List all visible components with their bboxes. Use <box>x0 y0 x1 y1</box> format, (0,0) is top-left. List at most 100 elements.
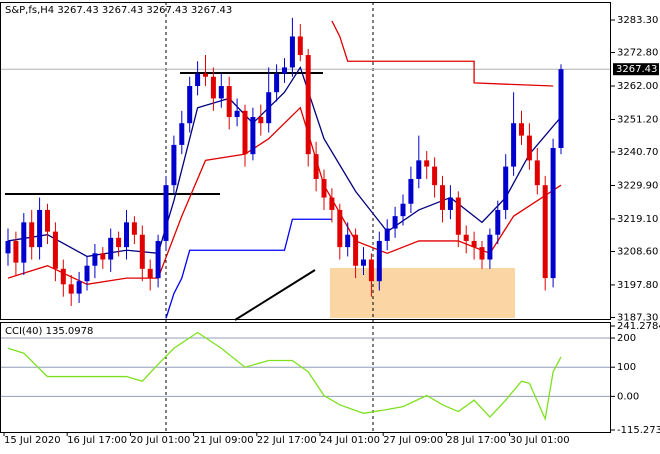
candle-body <box>384 228 390 241</box>
candle-body <box>37 209 43 248</box>
x-tick-label: 21 Jul 09:00 <box>194 435 254 446</box>
candle-body <box>76 281 82 294</box>
candle-body <box>289 36 295 68</box>
x-tick-label: 28 Jul 17:00 <box>446 435 506 446</box>
candle-body <box>116 237 122 248</box>
trend-line <box>234 269 316 321</box>
candle-body <box>479 247 485 260</box>
candle-body <box>210 76 216 99</box>
indicator-line <box>331 20 554 87</box>
candle-body <box>471 240 477 248</box>
y-tick-label: -115.2734 <box>617 425 660 436</box>
candle-body <box>361 259 366 266</box>
candle-body <box>376 240 382 282</box>
candle-body <box>242 110 248 155</box>
y-tick-label: 3187.30 <box>617 312 658 323</box>
candle-body <box>503 166 509 210</box>
zone-rectangle <box>330 268 515 318</box>
y-tick-label: 3251.20 <box>617 114 658 125</box>
candle-body <box>274 73 280 93</box>
candle-body <box>124 222 129 248</box>
main-panel-frame <box>0 2 611 320</box>
candle-body <box>195 73 201 87</box>
indicator-line <box>7 65 562 258</box>
candle-body <box>305 55 311 155</box>
x-tick-label: 22 Jul 17:00 <box>257 435 317 446</box>
candle-body <box>282 67 287 74</box>
candle-body <box>234 110 240 118</box>
candle-body <box>455 197 461 235</box>
candle-body <box>108 237 114 260</box>
chart-title: S&P,fs,H4 3267.43 3267.43 3267.43 3267.4… <box>5 5 232 16</box>
candle-body <box>179 123 185 145</box>
candle-body <box>68 284 74 294</box>
candle-body <box>60 268 66 285</box>
current-price-label: 3267.43 <box>616 64 657 75</box>
candle-body <box>416 160 422 179</box>
candle-body <box>21 222 27 263</box>
x-tick-label: 20 Jul 01:00 <box>130 435 190 446</box>
y-tick-label: 3272.80 <box>617 48 658 59</box>
candle-body <box>526 135 532 161</box>
candle-body <box>440 185 445 210</box>
candle-body <box>84 265 90 282</box>
y-tick-label: 241.2784 <box>617 321 660 332</box>
cci-line <box>7 331 562 422</box>
candle-body <box>139 234 145 269</box>
candle-body <box>329 197 335 210</box>
candle-body <box>29 222 35 248</box>
x-tick-label: 24 Jul 01:00 <box>320 435 380 446</box>
candle-body <box>463 234 469 241</box>
candle-body <box>550 147 556 279</box>
candle-body <box>424 160 430 167</box>
candle-body <box>392 216 398 229</box>
y-tick-label: 3262.00 <box>617 81 658 92</box>
y-tick-label: 3240.70 <box>617 147 658 158</box>
current-price-box <box>613 63 659 76</box>
candle-body <box>5 240 11 254</box>
candle-body <box>368 259 374 282</box>
candle-body <box>400 203 406 217</box>
candle-body <box>345 234 351 248</box>
candle-body <box>92 253 98 266</box>
candle-body <box>534 160 540 186</box>
candle-body <box>226 86 232 118</box>
x-tick-label: 15 Jul 2020 <box>4 435 61 446</box>
candle-body <box>447 197 453 210</box>
y-tick-label: 3283.30 <box>617 15 658 26</box>
y-tick-label: 3197.80 <box>617 280 658 291</box>
candle-body <box>408 178 414 204</box>
candle-body <box>266 92 272 124</box>
y-tick-label: 0.00 <box>617 391 639 402</box>
candle-body <box>337 209 343 248</box>
candle-body <box>250 117 256 155</box>
candle-body <box>100 253 106 260</box>
candle-body <box>353 234 359 266</box>
candle-body <box>203 73 208 77</box>
candle-body <box>487 234 493 260</box>
x-tick-label: 16 Jul 17:00 <box>67 435 127 446</box>
candle-body <box>45 209 50 232</box>
cci-panel-frame <box>0 322 611 433</box>
candle-body <box>313 154 319 179</box>
candle-body <box>519 123 524 136</box>
candle-body <box>218 86 224 99</box>
candle-body <box>187 86 193 124</box>
candle-body <box>131 222 137 235</box>
candle-body <box>171 144 177 186</box>
candle-body <box>432 166 438 186</box>
candle-body <box>147 268 153 279</box>
y-tick-label: 3208.60 <box>617 246 658 257</box>
candle-body <box>542 185 548 279</box>
candle-body <box>163 185 169 241</box>
indicator-line <box>165 218 332 319</box>
y-tick-label: 100 <box>617 362 636 373</box>
candle-body <box>321 178 327 198</box>
candle-body <box>13 240 19 263</box>
candle-body <box>52 231 58 269</box>
y-tick-label: 200 <box>617 333 636 344</box>
candle-body <box>297 36 303 56</box>
candle-body <box>511 123 517 167</box>
